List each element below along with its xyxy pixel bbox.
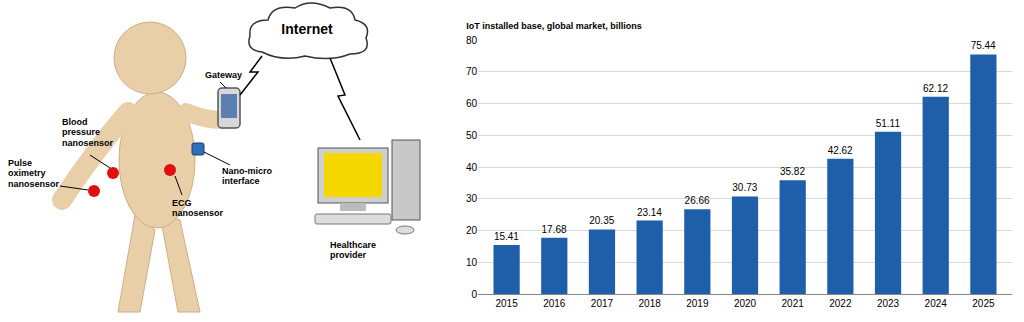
svg-text:51.11: 51.11	[876, 118, 901, 129]
svg-text:60: 60	[466, 98, 478, 109]
svg-text:20.35: 20.35	[589, 215, 614, 226]
svg-text:35.82: 35.82	[780, 166, 805, 177]
svg-text:2022: 2022	[829, 298, 852, 309]
svg-text:Internet: Internet	[281, 21, 333, 37]
svg-text:2015: 2015	[495, 298, 518, 309]
svg-text:Gateway: Gateway	[205, 70, 242, 80]
svg-text:30: 30	[466, 193, 478, 204]
svg-text:2023: 2023	[877, 298, 900, 309]
svg-text:17.68: 17.68	[542, 224, 567, 235]
svg-text:75.44: 75.44	[971, 40, 996, 51]
svg-text:62.12: 62.12	[923, 83, 948, 94]
svg-text:80: 80	[466, 35, 478, 46]
svg-text:30.73: 30.73	[732, 182, 757, 193]
svg-text:40: 40	[466, 162, 478, 173]
svg-text:ECGnanosensor: ECGnanosensor	[172, 198, 224, 218]
svg-text:2020: 2020	[734, 298, 757, 309]
svg-text:20: 20	[466, 225, 478, 236]
svg-text:26.66: 26.66	[685, 195, 710, 206]
svg-text:50: 50	[466, 130, 478, 141]
svg-text:2016: 2016	[543, 298, 566, 309]
svg-text:Pulseoximetrynanosensor: Pulseoximetrynanosensor	[8, 158, 60, 189]
svg-text:Bloodpressurenanosensor: Bloodpressurenanosensor	[62, 117, 114, 148]
svg-text:2021: 2021	[782, 298, 805, 309]
svg-text:23.14: 23.14	[637, 207, 662, 218]
svg-text:IoT installed base, global mar: IoT installed base, global market, billi…	[466, 21, 642, 31]
svg-text:Nano-microinterface: Nano-microinterface	[222, 166, 273, 186]
svg-text:2024: 2024	[925, 298, 948, 309]
svg-text:2019: 2019	[686, 298, 709, 309]
svg-text:70: 70	[466, 66, 478, 77]
svg-text:Healthcareprovider: Healthcareprovider	[330, 240, 376, 260]
svg-text:10: 10	[466, 257, 478, 268]
svg-text:2025: 2025	[972, 298, 995, 309]
svg-text:2017: 2017	[591, 298, 614, 309]
svg-text:42.62: 42.62	[828, 145, 853, 156]
svg-text:0: 0	[471, 289, 477, 300]
svg-text:2018: 2018	[639, 298, 662, 309]
svg-text:15.41: 15.41	[494, 231, 519, 242]
